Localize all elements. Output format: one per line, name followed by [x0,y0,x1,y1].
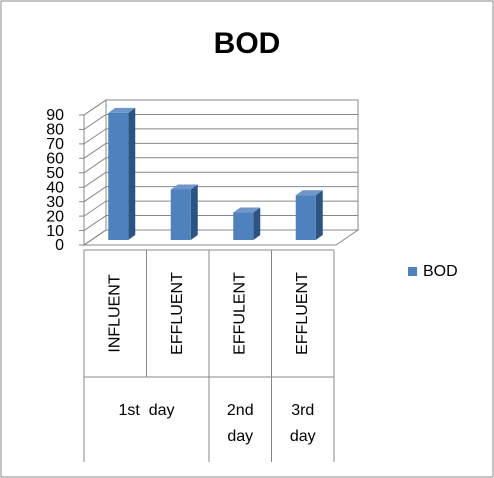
y-tick-label: 10 [46,223,64,240]
group-label: 3rd day [289,402,316,445]
bar [170,189,191,240]
y-tick-label: 30 [46,194,64,211]
y-tick-label: 40 [46,179,64,196]
x-tick-label: EFFULENT [231,272,248,355]
bar-top [108,107,136,113]
grid-line [83,114,107,130]
group-label: 1st day [118,402,175,419]
chart-title: BOD [214,27,281,60]
grid-line [83,215,107,231]
y-tick-label: 90 [46,107,64,124]
legend-swatch [408,267,417,276]
legend-label: BOD [423,263,458,280]
bar-side [315,190,323,240]
x-tick-label: EFFLUENT [294,272,311,355]
grid-line [83,157,107,174]
y-tick-label: 0 [55,237,64,254]
grid-line [83,229,107,246]
bar-side [190,184,198,240]
group-label: 2nd day [226,402,254,445]
y-tick-label: 80 [46,122,64,139]
bar-side [253,207,261,240]
y-tick-label: 20 [46,208,64,225]
y-tick-label: 50 [46,165,64,182]
grid-line [83,142,107,159]
grid-line [83,171,107,188]
bar [108,112,129,240]
bar [295,195,316,240]
bar-top [295,190,323,196]
y-tick-label: 60 [46,151,64,168]
bar-top [233,207,261,213]
x-tick-label: INFLUENT [106,274,123,352]
bar [233,212,254,240]
x-tick-label: EFFLUENT [169,272,186,355]
grid-line [83,200,107,217]
grid-line [83,128,107,145]
y-tick-label: 70 [46,136,64,153]
bar-side [128,107,136,240]
grid-line [83,99,107,116]
bar-top [170,184,198,190]
grid-line [83,186,107,203]
